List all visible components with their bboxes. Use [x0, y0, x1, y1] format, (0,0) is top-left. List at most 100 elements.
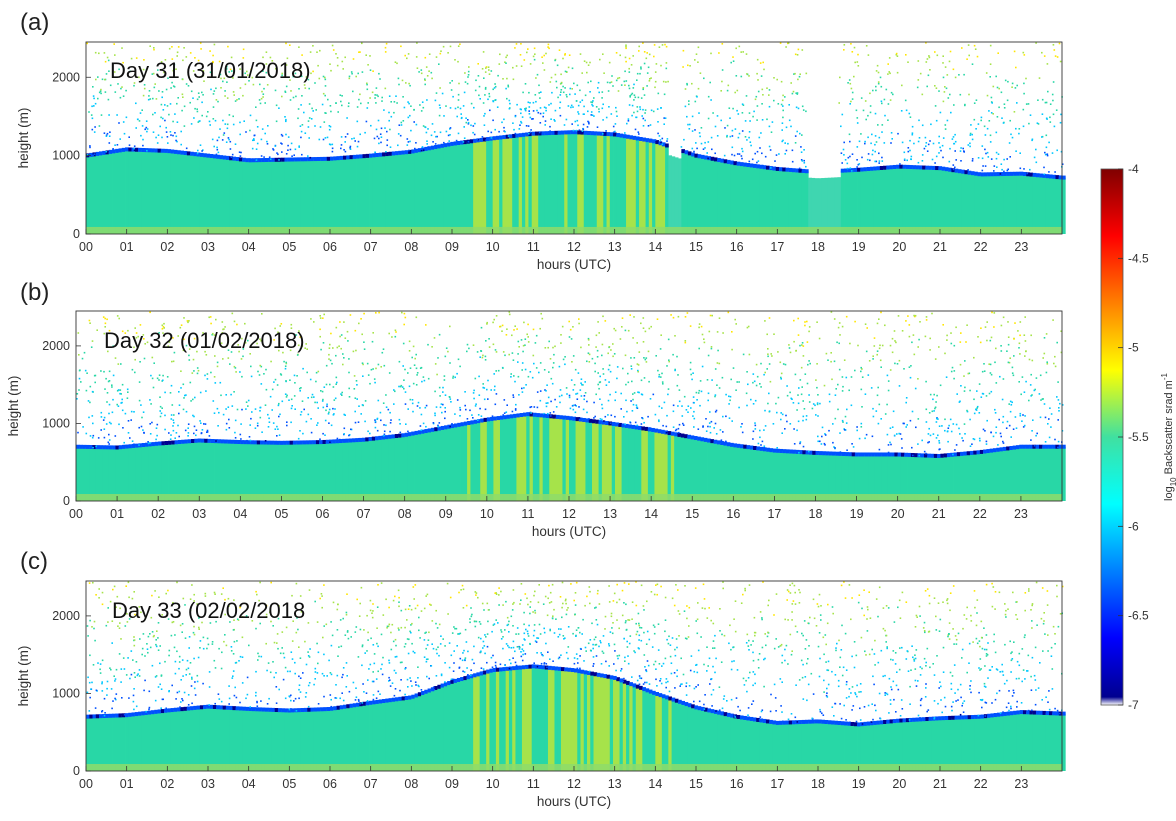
noise-point	[104, 91, 107, 93]
noise-point	[124, 332, 127, 334]
noise-point	[343, 321, 345, 323]
noise-point	[1003, 107, 1006, 109]
x-tick-label: 13	[603, 507, 617, 521]
noise-point	[324, 78, 327, 81]
layer-column	[200, 440, 205, 501]
layer-column	[762, 449, 767, 501]
layer-top-edge	[502, 135, 507, 140]
noise-point	[903, 158, 906, 161]
layer-top-edge	[227, 439, 231, 444]
noise-point	[959, 93, 962, 96]
noise-point	[478, 94, 480, 97]
layer-top-edge	[164, 148, 168, 153]
noise-point	[275, 67, 277, 70]
layer-column	[889, 167, 894, 234]
noise-point	[577, 372, 580, 374]
noise-point	[935, 87, 938, 89]
noise-point	[854, 61, 856, 64]
layer-column	[326, 158, 331, 234]
noise-point	[260, 340, 262, 342]
noise-point	[931, 312, 933, 315]
noise-point	[759, 62, 762, 64]
layer-column	[557, 132, 562, 234]
noise-point	[1036, 122, 1039, 124]
layer-top-edge	[703, 437, 708, 442]
layer-column	[871, 454, 876, 501]
layer-top-edge	[194, 438, 199, 443]
noise-point	[1000, 345, 1002, 347]
noise-point	[408, 350, 411, 352]
noise-point	[572, 355, 575, 357]
noise-point	[143, 59, 145, 61]
noise-point	[245, 408, 247, 410]
noise-point	[966, 58, 968, 60]
layer-top-edge	[690, 435, 695, 440]
noise-point	[416, 374, 418, 376]
noise-point	[89, 146, 91, 149]
noise-point	[1060, 330, 1062, 332]
noise-point	[663, 123, 665, 125]
noise-point	[139, 112, 142, 114]
noise-point	[426, 99, 428, 101]
layer-column	[135, 445, 139, 501]
layer-column	[941, 168, 946, 234]
layer-top-edge	[723, 441, 728, 446]
noise-point	[949, 93, 951, 96]
noise-point	[127, 432, 130, 434]
noise-point	[435, 406, 438, 408]
layer-top-edge	[967, 170, 972, 175]
noise-point	[1044, 101, 1047, 104]
layer-column	[493, 418, 498, 501]
noise-point	[755, 95, 758, 98]
layer-top-edge	[521, 132, 526, 137]
noise-point	[554, 345, 556, 348]
noise-point	[121, 47, 123, 49]
layer-column	[605, 423, 609, 501]
noise-point	[881, 102, 883, 105]
layer-column	[938, 168, 943, 234]
layer-column	[928, 167, 933, 234]
noise-point	[837, 326, 840, 329]
noise-point	[249, 114, 252, 117]
noise-point	[225, 428, 228, 431]
layer-column	[986, 451, 991, 501]
noise-point	[672, 404, 675, 407]
noise-point	[506, 328, 508, 330]
noise-point	[578, 318, 580, 320]
noise-point	[361, 404, 364, 406]
noise-point	[182, 96, 184, 98]
noise-point	[800, 393, 803, 396]
noise-point	[305, 76, 308, 78]
noise-point	[307, 413, 310, 416]
noise-point	[698, 323, 701, 325]
layer-top-edge	[235, 157, 240, 162]
noise-point	[353, 137, 355, 140]
noise-point	[274, 378, 277, 381]
layer-top-edge	[539, 413, 544, 418]
layer-top-edge	[762, 165, 767, 170]
layer-top-edge	[1029, 172, 1034, 177]
layer-top-edge	[983, 449, 987, 454]
noise-point	[926, 150, 929, 152]
noise-point	[277, 331, 279, 334]
layer-top-edge	[242, 157, 246, 162]
noise-point	[103, 428, 106, 430]
noise-point	[383, 434, 385, 437]
noise-point	[889, 441, 891, 444]
noise-point	[291, 405, 293, 407]
layer-column	[923, 455, 928, 501]
layer-top-edge	[424, 146, 428, 151]
noise-point	[782, 139, 784, 142]
noise-point	[741, 157, 743, 160]
noise-point	[521, 362, 524, 364]
noise-point	[686, 312, 689, 314]
layer-column	[572, 418, 576, 501]
layer-column	[622, 136, 627, 234]
noise-point	[1018, 342, 1021, 345]
noise-point	[327, 413, 330, 415]
noise-point	[1010, 404, 1013, 406]
layer-column	[361, 439, 366, 501]
layer-top-edge	[802, 450, 807, 455]
noise-point	[989, 141, 992, 143]
noise-point	[525, 384, 527, 386]
